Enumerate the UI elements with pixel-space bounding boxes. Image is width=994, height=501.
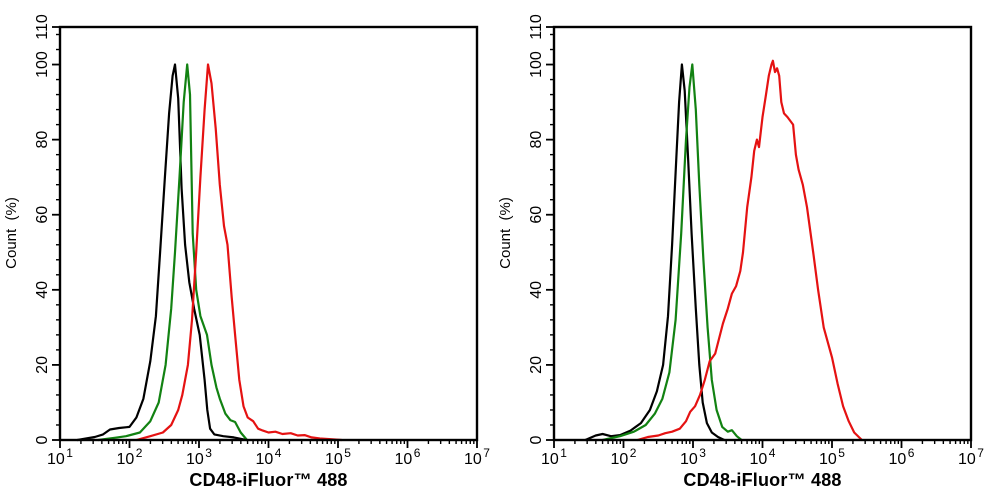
left-panel-x-tick-label: 10 3 xyxy=(186,446,212,468)
left-panel-x-tick-label: 10 7 xyxy=(464,446,490,468)
y-axis-title-right: Count (%) xyxy=(497,197,514,269)
left-panel-x-tick-label: 10 6 xyxy=(395,446,421,468)
left-panel-x-tick-label: 10 2 xyxy=(117,446,143,468)
x-axis-title-left: CD48-iFluor™ 488 xyxy=(189,470,348,490)
right-panel-x-tick-label: 10 6 xyxy=(889,446,915,468)
right-panel-y-tick-label: 100 xyxy=(528,51,545,78)
right-panel-y-tick-label: 0 xyxy=(528,435,545,444)
right-panel-y-tick-label: 40 xyxy=(528,281,545,299)
left-panel-y-tick-label: 0 xyxy=(34,435,51,444)
right-panel-plot-border xyxy=(552,25,973,442)
left-panel-x-tick-label: 10 1 xyxy=(47,446,73,468)
left-panel-y-tick-label: 40 xyxy=(34,281,51,299)
right-panel-y-tick-label: 110 xyxy=(528,14,545,40)
right-panel-x-tick-label: 10 2 xyxy=(611,446,637,468)
left-panel-green-curve xyxy=(97,63,249,442)
left-panel-y-tick-label: 110 xyxy=(34,14,51,40)
right-panel-y-tick-label: 60 xyxy=(528,206,545,224)
right-panel-x-tick-label: 10 1 xyxy=(541,446,567,468)
right-panel-green-curve xyxy=(601,63,743,442)
right-panel-y-tick-label: 80 xyxy=(528,131,545,149)
right-panel-x-tick-label: 10 4 xyxy=(750,446,776,468)
right-panel-x-tick-label: 10 3 xyxy=(680,446,706,468)
right-panel-red-curve xyxy=(636,59,863,442)
right-panel-y-tick-label: 20 xyxy=(528,356,545,374)
left-panel-red-curve xyxy=(135,63,343,442)
left-panel-x-tick-label: 10 5 xyxy=(325,446,351,468)
left-panel-y-tick-label: 80 xyxy=(34,131,51,149)
x-axis-title-right: CD48-iFluor™ 488 xyxy=(683,470,842,490)
left-panel-y-tick-label: 20 xyxy=(34,356,51,374)
left-panel-y-tick-label: 60 xyxy=(34,206,51,224)
right-panel-x-tick-label: 10 5 xyxy=(819,446,845,468)
left-panel-plot-border xyxy=(58,25,479,442)
right-panel-x-tick-label: 10 7 xyxy=(958,446,984,468)
y-axis-title-left: Count (%) xyxy=(3,197,20,269)
left-panel-y-tick-label: 100 xyxy=(34,51,51,78)
left-panel-black-curve xyxy=(76,63,248,442)
left-panel-x-tick-label: 10 4 xyxy=(256,446,282,468)
